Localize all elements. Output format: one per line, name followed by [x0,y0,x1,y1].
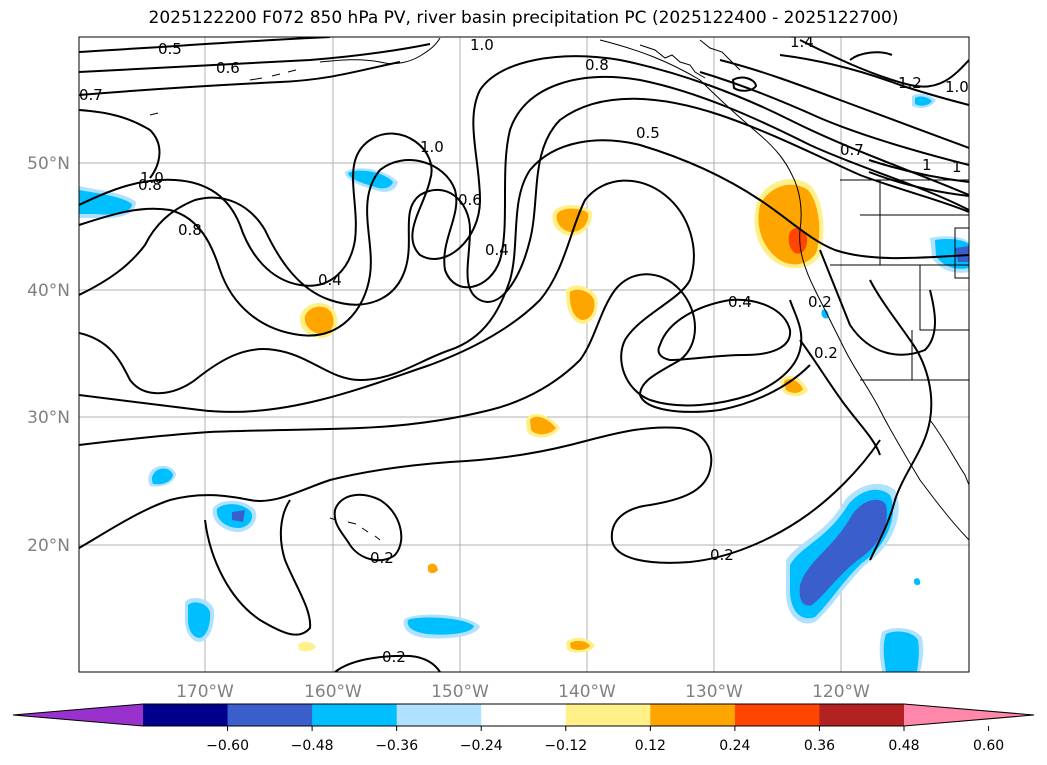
colorbar-segment [819,704,905,726]
colorbar-tick-label: 0.12 [635,738,666,754]
contour-label: 0.6 [458,191,482,209]
contour-label: 0.8 [138,176,162,194]
colorbar-tick-label: −0.12 [544,738,587,754]
colorbar-segment [227,704,313,726]
lat-labels: 50°N 40°N 30°N 20°N [27,154,70,556]
contour-label: 1.4 [790,33,814,51]
plot-frame [78,36,970,673]
colorbar-segment [734,704,820,726]
colorbar: −0.60 −0.48 −0.36 −0.24 −0.12 0.12 0.24 0.36 0.4… [12,703,1035,754]
colorbar-tick-label: −0.60 [206,738,249,754]
map-title: 2025122200 F072 850 hPa PV, river basin … [148,8,899,28]
gridlines [79,37,969,672]
contour-label: 0.5 [158,40,182,58]
colorbar-tick-label: −0.24 [460,738,503,754]
contour-label: 1 [952,158,962,176]
contour-label: 1.0 [470,36,494,54]
lat-label: 40°N [27,281,70,301]
contour-label: 0.7 [79,86,103,104]
colorbar-tick-label: 0.48 [888,738,919,754]
lat-label: 50°N [27,154,70,174]
colorbar-extend-low [13,704,143,726]
lon-labels: 170°W 160°W 150°W 140°W 130°W 120°W [176,682,870,702]
colorbar-tick-label: 0.36 [804,738,835,754]
contour-label: 0.5 [636,124,660,142]
contour-label: 1.0 [420,138,444,156]
colorbar-segment [312,704,398,726]
contour-label: 0.4 [485,241,509,259]
colorbar-tick-label: −0.36 [375,738,418,754]
colorbar-tick-label: 0.24 [719,738,750,754]
coastlines [149,37,969,541]
contour-label: 0.4 [728,293,752,311]
colorbar-extend-high [904,704,1034,726]
colorbar-segment [650,704,736,726]
pv-contours [79,37,969,672]
contour-label: 1.0 [945,78,969,96]
colorbar-segment [565,704,651,726]
contour-label: 1.2 [898,74,922,92]
lon-label: 130°W [685,682,743,702]
contour-label: 0.7 [840,141,864,159]
contour-label: 0.2 [814,344,838,362]
colorbar-segment [143,704,229,726]
contour-label-group: 0.5 0.6 0.7 1.0 0.8 1.4 1.2 1.0 1.0 0.8 … [79,33,969,666]
precip-fill [79,93,969,672]
lon-label: 170°W [176,682,234,702]
colorbar-segment [481,704,567,726]
lon-label: 140°W [558,682,616,702]
contour-label: 0.6 [216,59,240,77]
contour-label: 0.2 [710,546,734,564]
contour-label: 0.4 [318,271,342,289]
lat-label: 30°N [27,408,70,428]
contour-label: 0.2 [382,648,406,666]
colorbar-tick-label: 0.60 [973,738,1004,754]
lon-label: 120°W [812,682,870,702]
lat-label: 20°N [27,536,70,556]
lon-label: 160°W [304,682,362,702]
lon-label: 150°W [431,682,489,702]
colorbar-segment [396,704,482,726]
colorbar-tick-label: −0.48 [291,738,334,754]
contour-label: 0.8 [585,56,609,74]
contour-label: 0.2 [370,549,394,567]
contour-label: 0.2 [808,293,832,311]
colorbar-outline [12,703,1035,727]
contour-label: 1.0 [140,169,164,187]
contour-label: 1 [922,156,932,174]
contour-label: 0.8 [178,221,202,239]
